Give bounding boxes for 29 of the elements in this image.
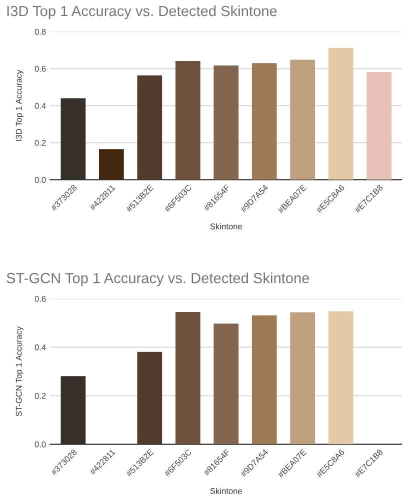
y-axis-title: ST-GCN Top 1 Accuracy: [16, 326, 24, 416]
bar: [328, 48, 354, 180]
bar: [137, 352, 162, 444]
y-tick-label: 0.4: [34, 102, 46, 109]
y-axis-title: I3D Top 1 Accuracy: [16, 70, 24, 141]
y-tick-label: 0.6: [34, 296, 46, 302]
x-axis-title: Skintone: [210, 488, 242, 494]
bar: [99, 149, 124, 180]
x-axis-title: Skintone: [210, 223, 242, 230]
bar: [290, 312, 316, 444]
bar: [252, 315, 277, 444]
bar: [328, 311, 354, 444]
y-tick-label: 0.4: [34, 344, 46, 350]
bar: [366, 72, 392, 180]
chart-title: I3D Top 1 Accuracy vs. Detected Skintone: [7, 5, 277, 20]
bar: [252, 63, 277, 180]
bar: [175, 312, 200, 444]
y-tick-label: 0.2: [34, 140, 46, 146]
bar: [214, 66, 239, 180]
y-tick-label: 0.0: [34, 176, 46, 183]
bar: [290, 60, 316, 180]
y-tick-label: 0.8: [34, 28, 46, 35]
y-tick-label: 0.2: [34, 392, 46, 399]
bar: [175, 61, 200, 180]
bar: [137, 75, 162, 180]
y-tick-label: 0.0: [34, 441, 46, 448]
y-tick-label: 0.6: [34, 66, 46, 72]
bar: [214, 324, 239, 444]
chart-title: ST-GCN Top 1 Accuracy vs. Detected Skintone: [6, 272, 310, 286]
